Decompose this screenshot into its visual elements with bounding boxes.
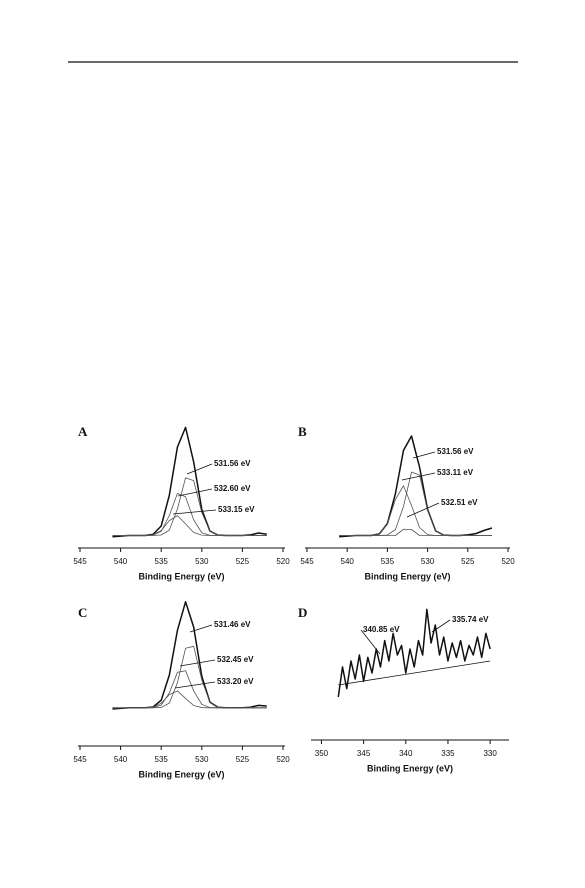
x-tick-label: 335	[441, 749, 455, 758]
data-line	[112, 426, 267, 538]
x-tick-label: 530	[195, 557, 209, 566]
panel-label: C	[78, 605, 87, 620]
annotation: 532.51 eV	[441, 498, 478, 507]
data-line	[339, 485, 492, 536]
panel-label: B	[298, 424, 307, 439]
annotation: 533.11 eV	[437, 468, 474, 477]
annotation-arrow	[179, 659, 216, 667]
annotation: 533.20 eV	[217, 677, 254, 686]
annotation-arrow	[360, 629, 381, 655]
data-line	[112, 690, 267, 709]
panel-label: D	[298, 605, 307, 620]
data-line	[112, 492, 267, 536]
x-tick-label: 520	[501, 557, 515, 566]
x-tick-label: 520	[276, 755, 290, 764]
annotation: 335.74 eV	[452, 615, 489, 624]
x-tick-label: 530	[195, 755, 209, 764]
annotation: 533.15 eV	[218, 505, 255, 514]
x-tick-label: 530	[421, 557, 435, 566]
x-tick-label: 540	[114, 755, 128, 764]
x-axis-label: Binding Energy (eV)	[138, 769, 224, 779]
x-tick-label: 545	[73, 557, 87, 566]
x-tick-label: 350	[315, 749, 329, 758]
annotation: 532.60 eV	[214, 484, 251, 493]
panel-label: A	[78, 424, 88, 439]
annotation-arrow	[189, 624, 213, 633]
x-tick-label: 525	[236, 755, 250, 764]
x-tick-label: 340	[399, 749, 413, 758]
x-tick-label: 525	[236, 557, 250, 566]
data-line	[339, 528, 492, 536]
x-axis-label: Binding Energy (eV)	[367, 763, 453, 773]
data-line	[338, 660, 491, 686]
x-tick-label: 545	[73, 755, 87, 764]
annotation-arrow	[186, 463, 213, 475]
annotation-arrow	[412, 451, 436, 459]
annotation: 531.46 eV	[214, 620, 251, 629]
x-tick-label: 540	[114, 557, 128, 566]
x-tick-label: 525	[461, 557, 475, 566]
x-tick-label: 535	[155, 755, 169, 764]
annotation-arrow	[431, 619, 451, 633]
annotation: 340.85 eV	[363, 625, 400, 634]
x-tick-label: 540	[341, 557, 355, 566]
annotation-arrow	[172, 509, 217, 515]
x-tick-label: 520	[276, 557, 290, 566]
annotation-arrow	[406, 502, 440, 518]
x-tick-label: 535	[155, 557, 169, 566]
annotation: 531.56 eV	[437, 447, 474, 456]
data-line	[112, 515, 267, 536]
annotation: 531.56 eV	[214, 459, 251, 468]
annotation: 532.45 eV	[217, 655, 254, 664]
annotation-arrow	[174, 681, 216, 689]
x-axis-label: Binding Energy (eV)	[364, 571, 450, 581]
x-tick-label: 345	[357, 749, 371, 758]
annotation-arrow	[401, 472, 436, 481]
annotation-arrow	[177, 488, 213, 497]
x-axis-label: Binding Energy (eV)	[138, 571, 224, 581]
x-tick-label: 330	[483, 749, 497, 758]
x-tick-label: 535	[381, 557, 395, 566]
x-tick-label: 545	[300, 557, 314, 566]
